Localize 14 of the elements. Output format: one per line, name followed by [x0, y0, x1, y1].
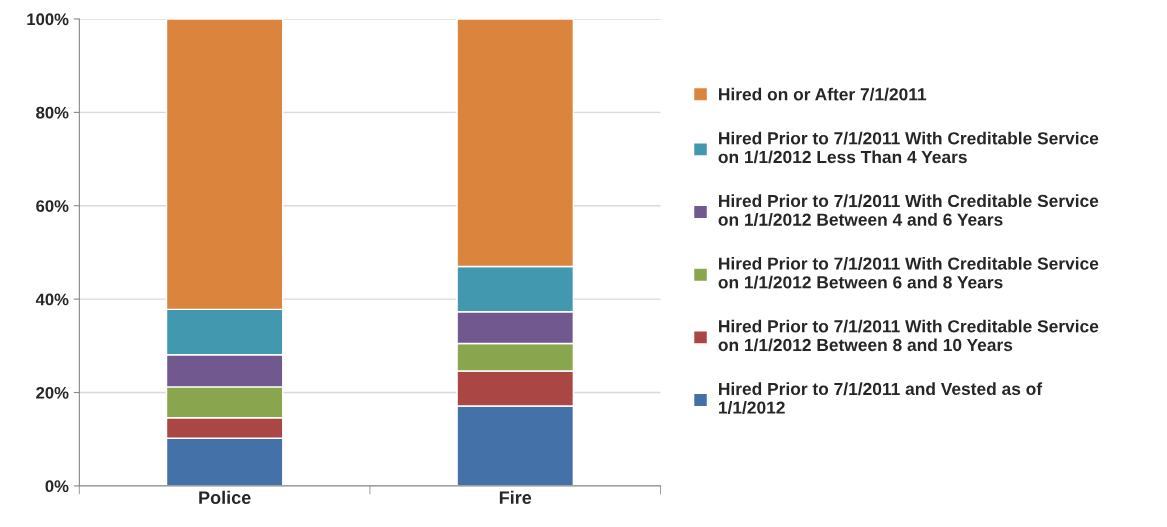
y-tick-label: 100%	[27, 13, 69, 26]
legend-label: Hired Prior to 7/1/2011 With Creditable Service on 1/1/2012 Between 8 and 10 Years	[718, 319, 1099, 352]
y-tick-label: 20%	[36, 386, 69, 399]
legend-label: Hired Prior to 7/1/2011 With Creditable Service on 1/1/2012 Between 6 and 8 Years	[718, 257, 1099, 289]
legend-label: Hired Prior to 7/1/2011 With Creditable Service on 1/1/2012 Less Than 4 Years	[718, 131, 1099, 164]
x-tick-label: Fire	[499, 490, 532, 505]
x-tick-label: Police	[199, 490, 251, 505]
legend-label: Hired Prior to 7/1/2011 With Creditable Service on 1/1/2012 Between 4 and 6 Years	[718, 194, 1099, 226]
y-tick-label: 40%	[35, 293, 69, 306]
legend-label: Hired on or After 7/1/2011	[719, 87, 927, 101]
y-tick-label: 0%	[45, 480, 69, 493]
y-tick-label: 60%	[36, 200, 69, 212]
y-tick-label: 80%	[36, 106, 69, 119]
legend-label: Hired Prior to 7/1/2011 and Vested as of 1/1/2012	[718, 382, 1043, 414]
